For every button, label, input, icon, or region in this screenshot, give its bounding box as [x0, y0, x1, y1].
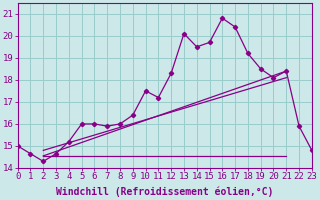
X-axis label: Windchill (Refroidissement éolien,°C): Windchill (Refroidissement éolien,°C) [56, 187, 274, 197]
